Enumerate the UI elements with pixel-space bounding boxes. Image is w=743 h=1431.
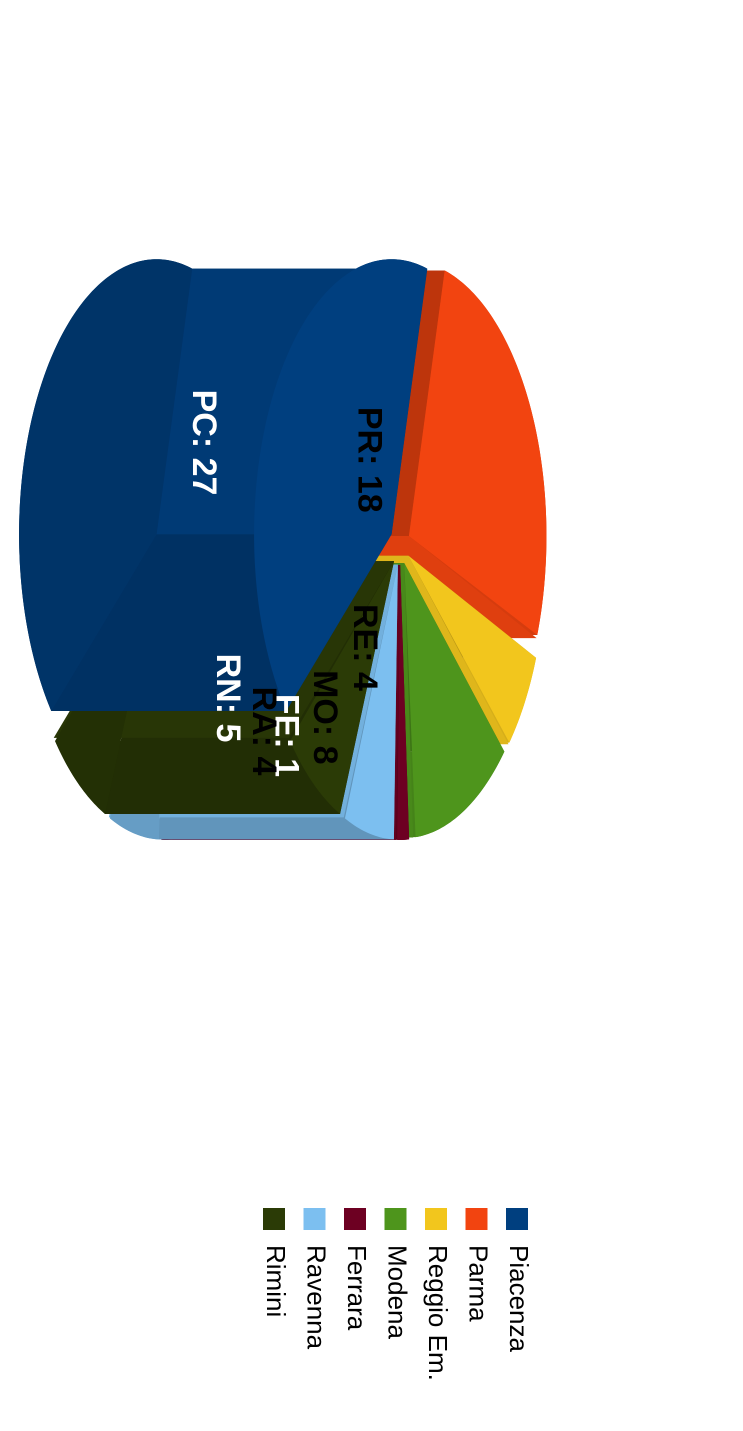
slice-label-fe: FE: 1 bbox=[267, 694, 305, 777]
legend-item-piacenza: Piacenza bbox=[504, 1208, 534, 1352]
slice-pc-top bbox=[254, 259, 428, 712]
legend-label: Ferrara bbox=[342, 1245, 372, 1331]
legend-label: Reggio Em. bbox=[423, 1245, 453, 1381]
legend-item-modena: Modena bbox=[383, 1208, 413, 1339]
slice-label-mo: MO: 8 bbox=[306, 670, 344, 764]
legend: Piacenza Parma Reggio Em. Modena Ferrara Rave… bbox=[261, 1208, 534, 1381]
legend-swatch bbox=[263, 1208, 285, 1230]
legend-swatch bbox=[506, 1208, 528, 1230]
legend-label: Ravenna bbox=[302, 1245, 332, 1350]
legend-swatch bbox=[344, 1208, 366, 1230]
pie-slices bbox=[19, 259, 547, 840]
slice-label-pr: PR: 18 bbox=[351, 407, 389, 513]
slice-mo-top bbox=[404, 563, 505, 838]
legend-label: Rimini bbox=[261, 1245, 291, 1317]
slice-rn-top bbox=[290, 561, 395, 814]
slice-labels: PC: 27 PR: 18 RE: 4MO: 8FE: 1RA: 4RN: 5 bbox=[185, 390, 388, 777]
slice-pr-top bbox=[408, 270, 547, 635]
slice-label-pc: PC: 27 bbox=[185, 390, 223, 496]
slice-ra-top bbox=[344, 564, 398, 840]
slice-pc bbox=[19, 259, 428, 712]
legend-swatch bbox=[465, 1208, 488, 1230]
slice-label-ra: RA: 4 bbox=[245, 687, 283, 776]
legend-swatch bbox=[303, 1208, 326, 1230]
legend-item-ravenna: Ravenna bbox=[302, 1208, 332, 1350]
slice-label-rn: RN: 5 bbox=[209, 654, 247, 743]
legend-label: Parma bbox=[464, 1245, 494, 1322]
legend-swatch bbox=[384, 1208, 407, 1230]
slice-re-top bbox=[408, 555, 537, 743]
legend-item-ferrara: Ferrara bbox=[342, 1208, 372, 1331]
slice-fe-top bbox=[397, 564, 410, 840]
legend-item-rimini: Rimini bbox=[261, 1208, 291, 1317]
legend-item-reggio-em: Reggio Em. bbox=[423, 1208, 453, 1381]
legend-item-parma: Parma bbox=[464, 1208, 494, 1322]
legend-swatch bbox=[425, 1208, 447, 1230]
slice-pc-bottom bbox=[19, 259, 193, 712]
legend-label: Modena bbox=[383, 1245, 413, 1339]
legend-label: Piacenza bbox=[504, 1245, 534, 1352]
slice-label-re: RE: 4 bbox=[346, 604, 384, 691]
